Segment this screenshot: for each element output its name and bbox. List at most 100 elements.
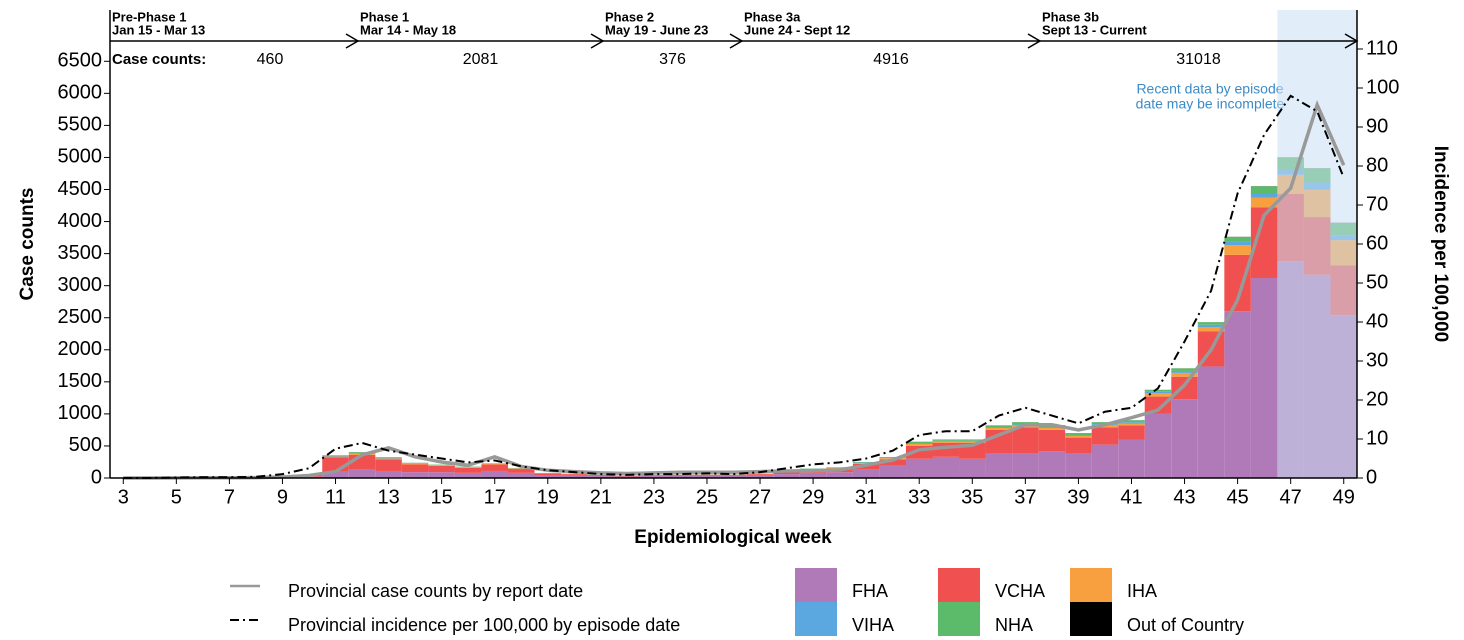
y2-tick-label: 80 — [1366, 154, 1388, 176]
line-series — [123, 94, 1345, 479]
bar-segment — [1038, 427, 1066, 428]
bar-segment — [507, 469, 535, 473]
annotation: Recent data by episode — [1136, 81, 1283, 97]
bar-segment — [375, 470, 402, 478]
y-tick-label: 500 — [69, 434, 102, 456]
bar-segment — [322, 456, 349, 457]
bar-segment — [1171, 370, 1198, 373]
phase-dates: May 19 - June 23 — [605, 22, 708, 37]
bar-segment — [1118, 423, 1145, 426]
bar-segment — [1197, 327, 1225, 332]
x-tick-label: 23 — [643, 486, 665, 508]
bar-segment — [959, 441, 986, 443]
bar-segment — [1038, 429, 1066, 452]
y-tick-label: 6000 — [58, 82, 103, 104]
x-tick-label: 21 — [590, 486, 612, 508]
bar-segment — [905, 443, 933, 445]
x-tick-label: 29 — [802, 486, 824, 508]
y-tick-label: 3500 — [58, 242, 103, 264]
bar-segment — [1250, 186, 1278, 194]
bar-segment — [879, 459, 906, 466]
bar-segment — [481, 470, 508, 478]
bar-segment — [1065, 453, 1092, 478]
x-tick-label: 7 — [224, 486, 235, 508]
phase-name: Phase 3a — [744, 9, 801, 24]
x-tick-label: 37 — [1014, 486, 1036, 508]
phase-count: 460 — [257, 51, 284, 68]
bar-segment — [773, 474, 800, 478]
legend-swatch — [938, 602, 980, 636]
bar-segment — [879, 465, 906, 478]
bar-segment — [1118, 422, 1145, 424]
y2-tick-label: 110 — [1366, 37, 1398, 59]
y2-tick-label: 40 — [1366, 310, 1388, 332]
x-tick-label: 31 — [855, 486, 877, 508]
y-tick-label: 2000 — [58, 338, 103, 360]
bar-segment — [985, 425, 1013, 428]
bar-segment — [932, 439, 960, 441]
bar-segment — [1197, 322, 1225, 325]
case-counts-label: Case counts: — [112, 51, 206, 68]
phase-name: Phase 2 — [605, 9, 654, 24]
x-tick-label: 27 — [749, 486, 771, 508]
bar-segment — [561, 474, 588, 476]
bar-segment — [826, 472, 853, 478]
bar-segment — [1065, 435, 1092, 437]
bar-segment — [1144, 413, 1172, 478]
bar-segment — [640, 475, 668, 477]
bar-segment — [1012, 427, 1039, 453]
bar-segment — [1144, 396, 1172, 414]
bar-segment — [959, 439, 986, 441]
y-axis-title: Case counts — [17, 188, 38, 301]
bar-segment — [454, 467, 482, 473]
x-tick-label: 35 — [961, 486, 983, 508]
bar-segment — [1250, 197, 1278, 208]
bar-segment — [561, 475, 588, 478]
phase-name: Pre-Phase 1 — [112, 9, 186, 24]
bar-segment — [1171, 372, 1198, 377]
x-tick-label: 3 — [118, 486, 129, 508]
phase-name: Phase 1 — [360, 9, 409, 24]
bar-segment — [1171, 399, 1198, 478]
bar-segment — [640, 476, 668, 478]
x-tick-label: 45 — [1226, 486, 1248, 508]
y2-axis-title: Incidence per 100,000 — [1430, 146, 1451, 342]
x-tick-label: 19 — [537, 486, 559, 508]
x-tick-label: 5 — [171, 486, 182, 508]
bar-segment — [534, 475, 562, 478]
legend-swatch — [1070, 602, 1112, 636]
bar-segment — [1197, 324, 1225, 328]
bar-segment — [773, 471, 800, 475]
x-tick-label: 11 — [325, 486, 346, 508]
legend-label: Provincial incidence per 100,000 by epis… — [288, 615, 680, 635]
bar-segment — [879, 456, 906, 458]
phase-count: 2081 — [463, 51, 499, 68]
bar-segment — [348, 452, 376, 453]
x-tick-label: 17 — [484, 486, 506, 508]
bar-segment — [1171, 368, 1198, 371]
y2-tick-label: 50 — [1366, 271, 1388, 293]
bar-segment — [746, 474, 774, 476]
y-tick-label: 3000 — [58, 274, 103, 296]
recent-shade — [1277, 10, 1357, 478]
bar-segment — [1065, 436, 1092, 438]
bar-segment — [1012, 452, 1039, 478]
bar-segment — [905, 458, 933, 478]
y-tick-label: 4500 — [58, 178, 103, 200]
bar-segment — [587, 475, 615, 477]
bar-segment — [1118, 439, 1145, 478]
bar-segment — [375, 458, 402, 460]
x-tick-label: 15 — [431, 486, 453, 508]
bar-segment — [401, 463, 429, 465]
bar-segment — [1224, 241, 1251, 246]
x-tick-label: 41 — [1120, 486, 1142, 508]
bar-segment — [401, 462, 429, 464]
legend-label: VIHA — [852, 615, 894, 635]
bar-segment — [1197, 366, 1225, 478]
y2-tick-label: 60 — [1366, 232, 1388, 254]
bar-segment — [401, 464, 429, 473]
bar-segment — [428, 465, 455, 466]
arrow-head — [1344, 33, 1359, 49]
bar-segment — [375, 457, 402, 459]
line-series — [123, 99, 1346, 480]
